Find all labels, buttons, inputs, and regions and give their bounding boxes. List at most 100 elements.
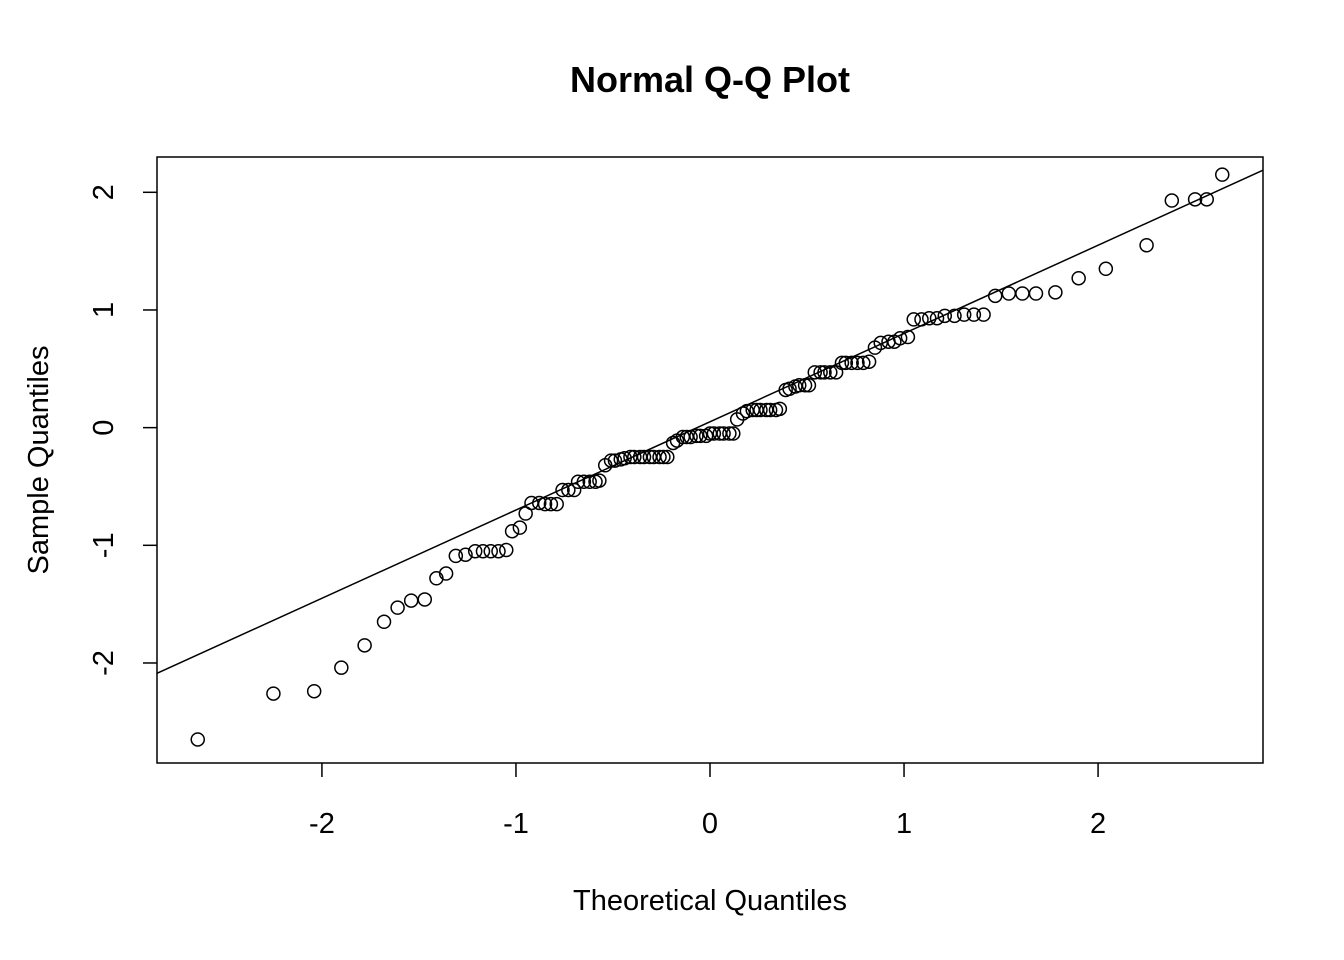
data-point <box>817 365 832 380</box>
data-point <box>376 614 392 630</box>
data-point <box>735 406 751 421</box>
data-point <box>892 330 908 346</box>
data-point <box>1139 238 1154 253</box>
data-point <box>582 474 597 490</box>
data-point <box>636 449 652 465</box>
data-point <box>693 428 708 444</box>
data-point <box>762 402 778 418</box>
chart-title: Normal Q-Q Plot <box>570 59 850 100</box>
data-point <box>1187 192 1203 207</box>
y-axis: -2 -1 0 1 2 <box>88 184 157 676</box>
data-point <box>458 547 473 562</box>
data-point <box>722 426 737 441</box>
data-points <box>190 167 1230 747</box>
data-point <box>850 355 865 371</box>
plot-frame <box>156 156 1264 764</box>
data-point <box>1215 167 1230 182</box>
data-point <box>429 571 444 586</box>
data-point <box>357 638 372 653</box>
data-point <box>334 660 349 675</box>
data-point <box>683 429 698 445</box>
data-point <box>956 307 972 322</box>
data-point <box>838 355 854 371</box>
data-point <box>716 426 731 441</box>
data-point <box>566 482 582 498</box>
data-point <box>976 307 991 322</box>
data-point <box>1164 193 1180 208</box>
data-point <box>561 482 576 498</box>
data-point <box>512 520 528 535</box>
data-point <box>856 355 871 371</box>
data-point <box>499 542 514 558</box>
data-point <box>483 543 498 559</box>
x-tick-label: -1 <box>503 808 529 840</box>
data-point <box>797 378 813 393</box>
data-point <box>914 312 929 327</box>
data-point <box>1048 285 1063 300</box>
data-point <box>834 355 850 371</box>
data-point <box>698 428 714 444</box>
data-point <box>660 449 675 465</box>
data-point <box>726 426 741 441</box>
y-tick-label: -2 <box>88 650 120 676</box>
data-point <box>576 474 592 490</box>
data-point <box>504 523 520 539</box>
x-axis-label: Theoretical Quantiles <box>573 885 847 917</box>
data-point <box>1071 270 1086 286</box>
y-tick-label: 0 <box>88 420 120 436</box>
data-point <box>531 495 547 511</box>
data-point <box>1199 192 1214 207</box>
data-point <box>947 308 962 324</box>
data-point <box>549 496 564 512</box>
data-point <box>266 686 281 701</box>
data-point <box>966 307 982 322</box>
data-point <box>706 426 722 441</box>
data-point <box>1098 261 1114 277</box>
x-tick-label: -2 <box>309 808 335 840</box>
x-tick-label: 1 <box>896 808 912 840</box>
data-point <box>306 683 322 699</box>
data-point <box>491 543 506 559</box>
data-point <box>190 732 205 747</box>
data-point <box>753 402 768 418</box>
data-point <box>656 449 671 465</box>
data-point <box>792 378 807 393</box>
data-point <box>1001 286 1017 301</box>
data-point <box>475 543 491 559</box>
data-point <box>823 365 838 380</box>
data-point <box>603 453 619 468</box>
data-point <box>390 600 405 615</box>
data-point <box>652 449 667 465</box>
data-point <box>772 401 788 417</box>
data-point <box>403 593 419 608</box>
data-point <box>438 566 454 581</box>
data-point <box>987 288 1003 304</box>
y-tick-label: -1 <box>88 532 120 558</box>
data-point <box>627 449 642 465</box>
y-tick-label: 1 <box>88 302 120 318</box>
data-point <box>844 355 859 371</box>
data-point <box>801 378 817 393</box>
data-point <box>570 474 586 490</box>
data-point <box>1015 286 1030 301</box>
data-point <box>555 482 570 498</box>
y-axis-label: Sample Quantiles <box>23 346 55 575</box>
data-point <box>467 543 483 559</box>
data-point <box>448 548 464 564</box>
data-point <box>922 310 937 326</box>
x-tick-label: 2 <box>1090 808 1106 840</box>
data-point <box>807 365 823 380</box>
data-point <box>1028 286 1044 301</box>
data-point <box>417 592 433 607</box>
data-point <box>861 354 877 369</box>
data-point <box>592 473 607 488</box>
reference-line <box>156 169 1264 674</box>
data-point <box>543 496 559 512</box>
data-point <box>906 312 921 327</box>
y-tick-label: 2 <box>88 184 120 200</box>
data-point <box>937 308 953 324</box>
x-axis: -2 -1 0 1 2 <box>309 763 1106 840</box>
x-tick-label: 0 <box>702 808 718 840</box>
data-point <box>929 310 945 326</box>
